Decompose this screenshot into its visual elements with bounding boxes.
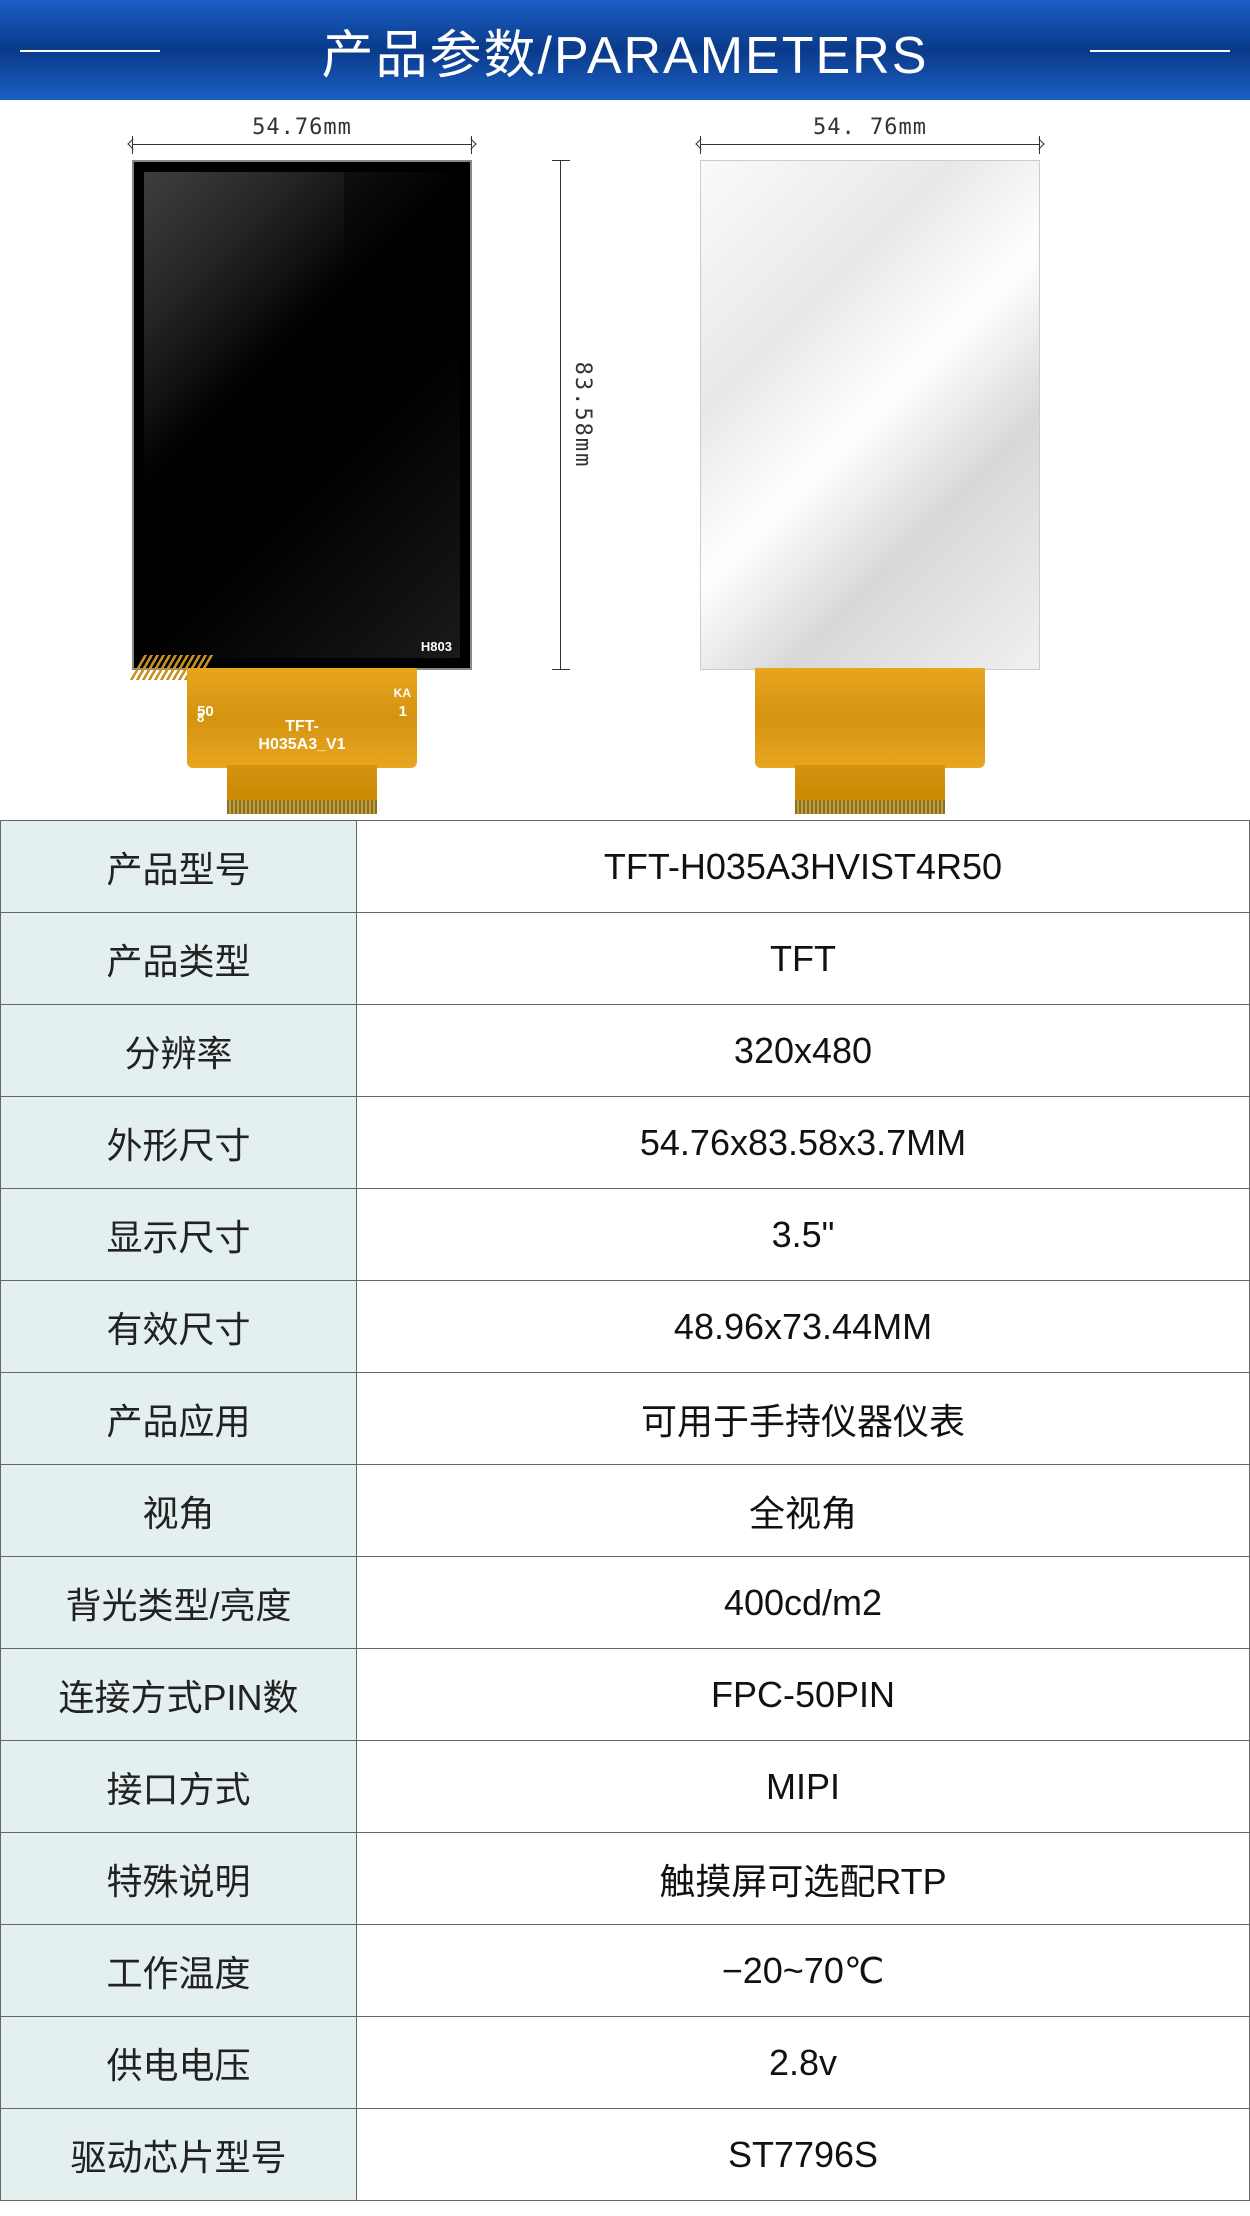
param-value: 全视角	[357, 1465, 1250, 1557]
param-value: ST7796S	[357, 2109, 1250, 2201]
table-row: 驱动芯片型号ST7796S	[1, 2109, 1250, 2201]
param-value: −20~70℃	[357, 1925, 1250, 2017]
param-value: 触摸屏可选配RTP	[357, 1833, 1250, 1925]
param-value: 2.8v	[357, 2017, 1250, 2109]
param-value: FPC-50PIN	[357, 1649, 1250, 1741]
screen-front-view: H803	[132, 160, 472, 670]
fpc-pin-ka: KA	[394, 686, 411, 700]
param-key: 外形尺寸	[1, 1097, 357, 1189]
param-value: MIPI	[357, 1741, 1250, 1833]
table-row: 产品型号TFT-H035A3HVIST4R50	[1, 821, 1250, 913]
dimension-width-front: 54.76mm	[132, 115, 472, 162]
param-key: 连接方式PIN数	[1, 1649, 357, 1741]
fpc-front: 8 KA TFT-H035A3_V1 50 1	[187, 660, 417, 810]
param-key: 显示尺寸	[1, 1189, 357, 1281]
screen-corner-text: H803	[421, 639, 452, 654]
param-key: 工作温度	[1, 1925, 357, 2017]
param-value: 3.5"	[357, 1189, 1250, 1281]
parameters-table: 产品型号TFT-H035A3HVIST4R50 产品类型TFT 分辨率320x4…	[0, 820, 1250, 2201]
table-row: 产品应用可用于手持仪器仪表	[1, 1373, 1250, 1465]
param-value: 320x480	[357, 1005, 1250, 1097]
param-key: 产品类型	[1, 913, 357, 1005]
table-row: 特殊说明触摸屏可选配RTP	[1, 1833, 1250, 1925]
table-row: 显示尺寸3.5"	[1, 1189, 1250, 1281]
param-key: 有效尺寸	[1, 1281, 357, 1373]
dimension-width-back: 54. 76mm	[700, 115, 1040, 162]
param-key: 特殊说明	[1, 1833, 357, 1925]
table-row: 视角全视角	[1, 1465, 1250, 1557]
fpc-pin-50: 50	[197, 703, 214, 720]
parameters-tbody: 产品型号TFT-H035A3HVIST4R50 产品类型TFT 分辨率320x4…	[1, 821, 1250, 2201]
param-key: 驱动芯片型号	[1, 2109, 357, 2201]
param-value: 48.96x73.44MM	[357, 1281, 1250, 1373]
product-diagram: 54.76mm 54. 76mm 83.58mm H803 8 KA TFT-H…	[0, 100, 1250, 820]
param-key: 视角	[1, 1465, 357, 1557]
page-header: 产品参数/PARAMETERS	[0, 0, 1250, 100]
param-key: 产品应用	[1, 1373, 357, 1465]
dimension-height: 83.58mm	[560, 160, 600, 670]
fpc-pin-1: 1	[399, 703, 407, 720]
table-row: 背光类型/亮度400cd/m2	[1, 1557, 1250, 1649]
param-value: TFT	[357, 913, 1250, 1005]
table-row: 产品类型TFT	[1, 913, 1250, 1005]
fpc-back	[755, 660, 985, 810]
table-row: 外形尺寸54.76x83.58x3.7MM	[1, 1097, 1250, 1189]
fpc-label: TFT-H035A3_V1	[245, 718, 360, 754]
dim-width-label-front: 54.76mm	[132, 115, 472, 140]
param-value: 可用于手持仪器仪表	[357, 1373, 1250, 1465]
table-row: 接口方式MIPI	[1, 1741, 1250, 1833]
param-key: 分辨率	[1, 1005, 357, 1097]
dim-height-label: 83.58mm	[570, 362, 595, 469]
param-key: 产品型号	[1, 821, 357, 913]
table-row: 工作温度−20~70℃	[1, 1925, 1250, 2017]
param-key: 供电电压	[1, 2017, 357, 2109]
param-value: 54.76x83.58x3.7MM	[357, 1097, 1250, 1189]
screen-back-view	[700, 160, 1040, 670]
header-title: 产品参数/PARAMETERS	[322, 13, 929, 88]
param-value: TFT-H035A3HVIST4R50	[357, 821, 1250, 913]
dim-width-label-back: 54. 76mm	[700, 115, 1040, 140]
param-key: 接口方式	[1, 1741, 357, 1833]
param-value: 400cd/m2	[357, 1557, 1250, 1649]
table-row: 供电电压2.8v	[1, 2017, 1250, 2109]
table-row: 有效尺寸48.96x73.44MM	[1, 1281, 1250, 1373]
table-row: 分辨率320x480	[1, 1005, 1250, 1097]
param-key: 背光类型/亮度	[1, 1557, 357, 1649]
table-row: 连接方式PIN数FPC-50PIN	[1, 1649, 1250, 1741]
